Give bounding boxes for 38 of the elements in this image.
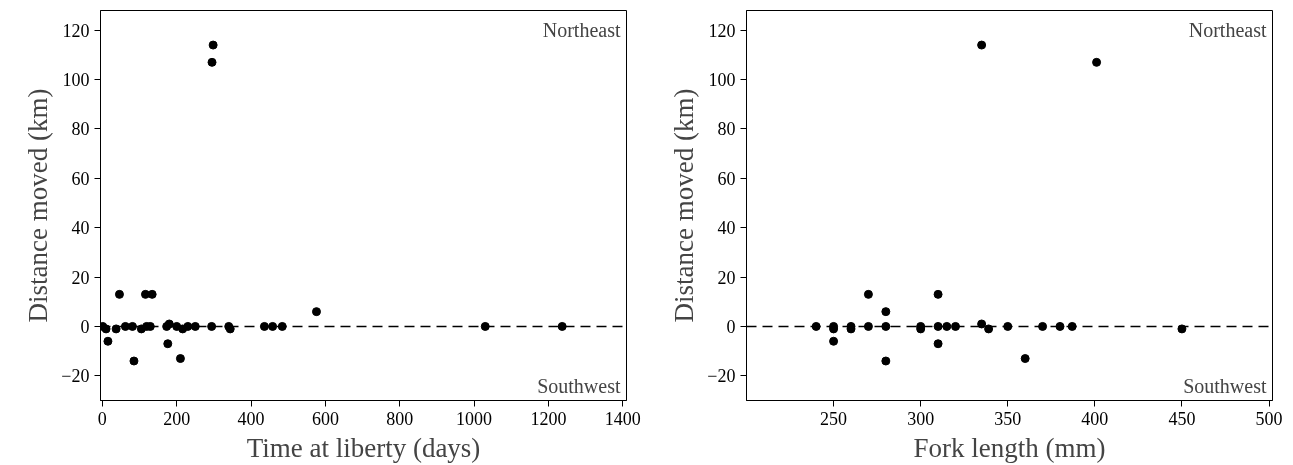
annotation: Northeast — [542, 18, 621, 41]
y-tick-label: 120 — [708, 20, 736, 41]
x-tick-label: 350 — [994, 408, 1022, 429]
x-tick-label: 1200 — [530, 408, 567, 429]
y-tick-label: 60 — [71, 168, 90, 189]
y-axis-title: Distance moved (km) — [669, 88, 700, 323]
x-axis-title: Time at liberty (days) — [246, 432, 481, 463]
x-tick-label: 400 — [237, 408, 265, 429]
x-tick-label: 450 — [1168, 408, 1196, 429]
x-axis-title: Fork length (mm) — [913, 432, 1106, 463]
y-tick-label: 0 — [726, 316, 736, 337]
annotation: Southwest — [1183, 374, 1267, 397]
x-tick-label: 250 — [820, 408, 848, 429]
y-tick-label: 60 — [717, 168, 736, 189]
y-tick-label: 40 — [71, 218, 90, 239]
x-tick-label: 300 — [907, 408, 935, 429]
x-tick-label: 400 — [1081, 408, 1109, 429]
x-tick-label: 500 — [1255, 408, 1283, 429]
y-tick-label: 100 — [62, 70, 90, 91]
x-tick-label: 1000 — [456, 408, 493, 429]
y-tick-label: 120 — [62, 20, 90, 41]
y-tick-label: 40 — [717, 218, 736, 239]
y-tick-label: −20 — [61, 366, 90, 387]
y-tick-label: 80 — [717, 119, 736, 140]
x-tick-label: 200 — [163, 408, 191, 429]
y-tick-label: −20 — [707, 366, 736, 387]
y-tick-label: 20 — [71, 267, 90, 288]
y-axis-title: Distance moved (km) — [23, 88, 54, 323]
y-tick-label: 0 — [80, 316, 90, 337]
x-tick-label: 800 — [386, 408, 414, 429]
y-tick-label: 100 — [708, 70, 736, 91]
x-tick-label: 1400 — [604, 408, 641, 429]
x-tick-label: 0 — [97, 408, 107, 429]
annotation: Northeast — [1188, 18, 1267, 41]
y-tick-label: 80 — [71, 119, 90, 140]
x-tick-label: 600 — [311, 408, 339, 429]
y-tick-label: 20 — [717, 267, 736, 288]
annotation: Southwest — [537, 374, 621, 397]
